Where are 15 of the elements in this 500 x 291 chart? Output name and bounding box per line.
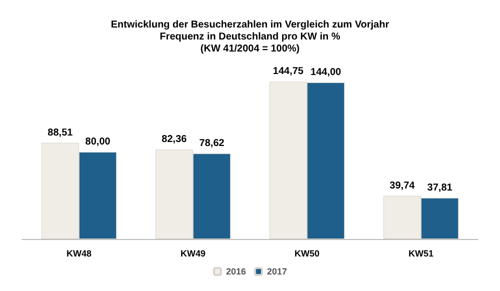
data-label: 80,00 (85, 136, 111, 148)
legend-label: 2016 (226, 266, 246, 276)
data-label: 144,75 (272, 66, 304, 78)
x-tick-label: KW51 (408, 248, 434, 258)
legend-label: 2017 (267, 266, 288, 276)
data-label: 39,74 (390, 180, 416, 192)
data-label: 82,36 (162, 134, 188, 145)
data-label: 37,81 (427, 182, 453, 194)
data-label: 88,51 (48, 127, 74, 138)
chart-title: Entwicklung der Besucherzahlen im Vergleich zum Vorjahr Frequenz in Deutschland pro KW in % (KW 41/2004 = 100%) (110, 20, 390, 54)
x-tick-label: KW49 (180, 248, 206, 258)
x-tick-label: KW50 (294, 248, 320, 258)
x-tick-label: KW48 (66, 248, 92, 258)
data-label: 78,62 (199, 138, 225, 150)
data-label: 144,00 (310, 67, 342, 78)
